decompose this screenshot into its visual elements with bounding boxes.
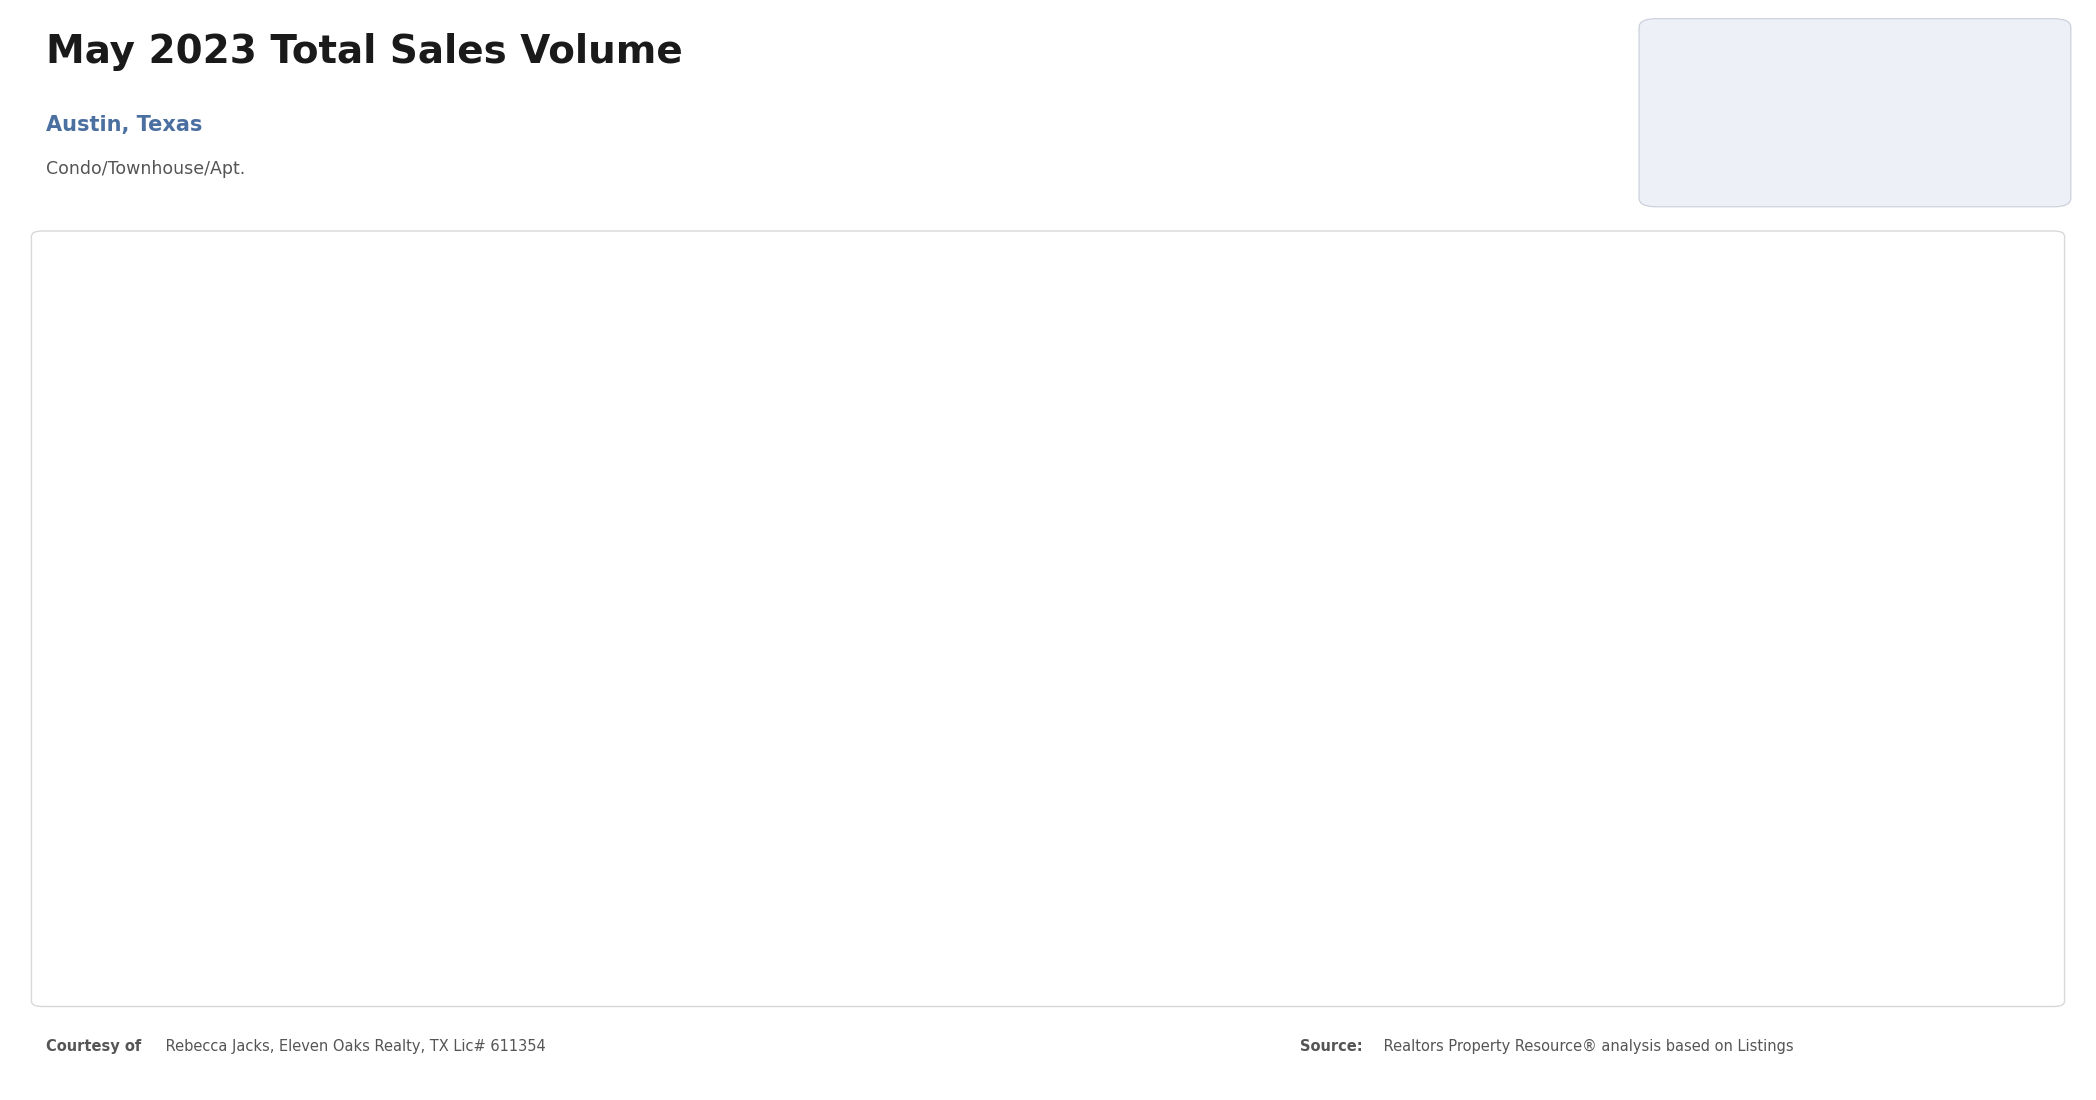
Text: Total $ Volume: Total $ Volume <box>1677 47 1815 65</box>
Text: ↑  14.8% Month over Month: ↑ 14.8% Month over Month <box>1681 161 1916 178</box>
Text: Realtors Property Resource® analysis based on Listings: Realtors Property Resource® analysis bas… <box>1379 1038 1794 1054</box>
Text: Austin, Texas: Austin, Texas <box>46 116 203 135</box>
Text: $105,567,320: $105,567,320 <box>1677 94 1935 126</box>
Text: Rebecca Jacks, Eleven Oaks Realty, TX Lic# 611354: Rebecca Jacks, Eleven Oaks Realty, TX Li… <box>161 1038 547 1054</box>
Y-axis label: Dollar Volume: Dollar Volume <box>109 517 126 644</box>
Text: Source:: Source: <box>1300 1038 1362 1054</box>
Text: Condo/Townhouse/Apt.: Condo/Townhouse/Apt. <box>46 160 245 177</box>
Text: Courtesy of: Courtesy of <box>46 1038 140 1054</box>
Text: May 2023 Total Sales Volume: May 2023 Total Sales Volume <box>46 33 683 72</box>
